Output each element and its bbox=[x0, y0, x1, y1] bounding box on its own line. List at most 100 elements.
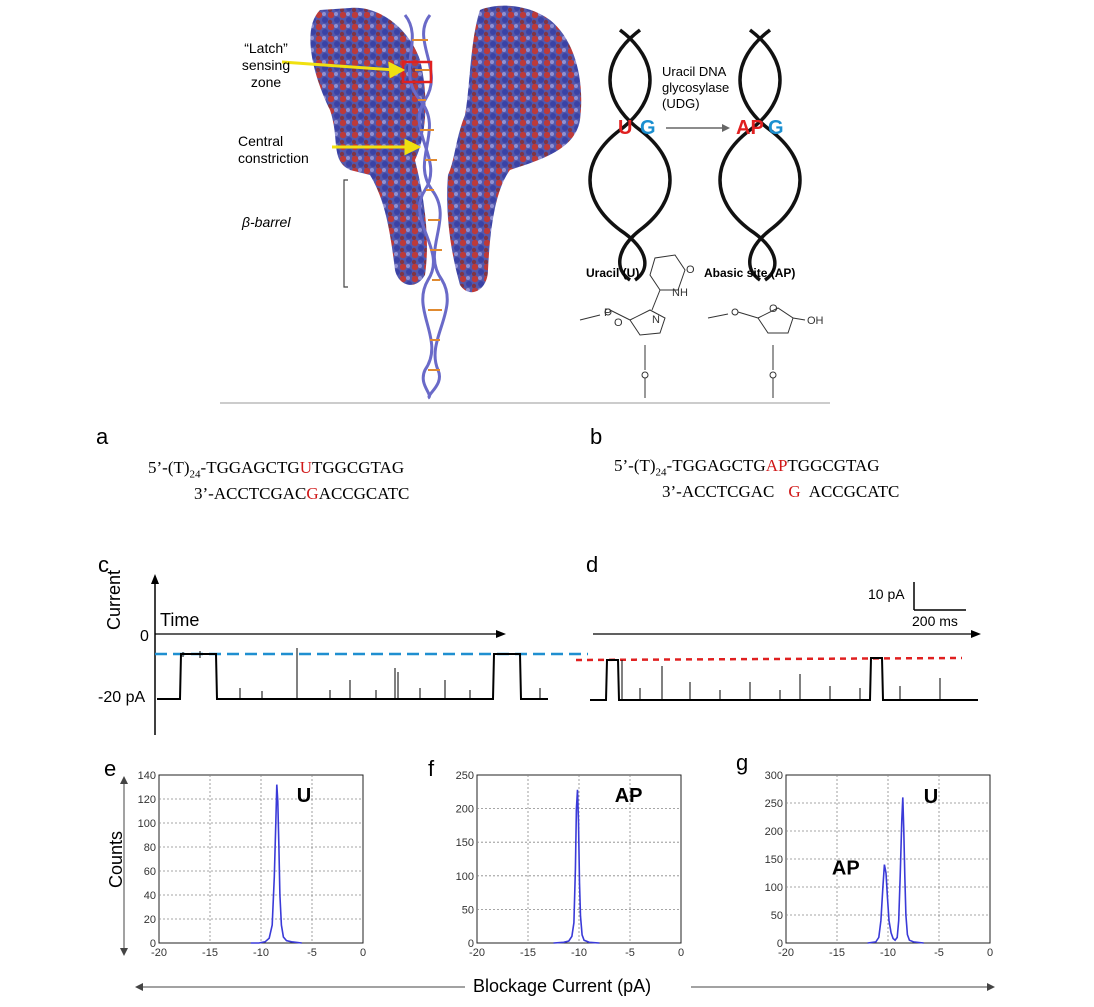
dna-rungs bbox=[412, 39, 442, 371]
y-tick-label: 50 bbox=[771, 910, 783, 922]
panel-letter-a: a bbox=[96, 424, 109, 449]
counts-label: Counts bbox=[106, 830, 126, 888]
trace-x-axis-label: Time bbox=[160, 610, 200, 630]
latch-arrow bbox=[281, 60, 406, 79]
hist-e: -20 -15 -10 -5 0 0 20 40 60 80 100 120 140 U bbox=[138, 770, 366, 959]
blockage-axis-arrow bbox=[135, 983, 995, 991]
trace-d-spikes bbox=[621, 660, 941, 700]
uracil-title: Uracil (U) bbox=[586, 266, 640, 280]
y-tick-label: 0 bbox=[777, 938, 783, 950]
chem-atom-o2: O bbox=[614, 317, 623, 329]
chem-atom-o1: O bbox=[686, 264, 695, 276]
x-tick-label: 0 bbox=[678, 947, 684, 959]
y-tick-label: 60 bbox=[144, 866, 156, 878]
chem-atom-n: N bbox=[652, 314, 660, 326]
chem-atom-oh: OH bbox=[807, 315, 824, 327]
right-helix bbox=[718, 28, 802, 282]
y-tick-label: 300 bbox=[765, 770, 783, 782]
panel-letter-c: c bbox=[98, 552, 109, 577]
peak-label-ap: AP bbox=[832, 858, 860, 880]
counts-axis-arrow bbox=[120, 776, 128, 956]
hist-g: -20 -15 -10 -5 0 0 50 100 150 200 250 300 AP U bbox=[765, 770, 993, 959]
panel-a-top-strand: 5’-(T)24-TGGAGCTGUTGGCGTAG bbox=[148, 458, 405, 481]
x-tick-label: -10 bbox=[571, 947, 587, 959]
x-tick-label: -15 bbox=[202, 947, 218, 959]
y-tick-label: 0 bbox=[150, 938, 156, 950]
x-tick-label: -20 bbox=[778, 947, 794, 959]
panel-letter-e: e bbox=[104, 756, 117, 781]
y-tick-label: 100 bbox=[138, 818, 156, 830]
y-tick-label: 250 bbox=[765, 798, 783, 810]
y-tick-label: 40 bbox=[144, 890, 156, 902]
y-tick-label: 150 bbox=[456, 837, 474, 849]
x-tick-label: -10 bbox=[880, 947, 896, 959]
panel-letter-d: d bbox=[586, 552, 599, 577]
panel-b-bottom-strand: 3’-ACCTCGAC G ACCGCATC bbox=[662, 482, 900, 501]
y-tick-label: 200 bbox=[765, 826, 783, 838]
peak-label-u: U bbox=[924, 786, 938, 808]
trace-y-axis-label: Current bbox=[104, 569, 124, 630]
x-tick-label: 0 bbox=[987, 947, 993, 959]
latch-label: “Latch” sensing zone bbox=[241, 40, 291, 90]
x-tick-label: -10 bbox=[253, 947, 269, 959]
chem-atom-p: P bbox=[604, 307, 611, 319]
chem-atom-nh: NH bbox=[672, 287, 688, 299]
left-helix bbox=[588, 28, 672, 282]
y-tick-label: 50 bbox=[462, 904, 474, 916]
barrel-bracket bbox=[343, 179, 348, 288]
series-line bbox=[867, 797, 924, 944]
trace-c-spikes bbox=[182, 648, 541, 699]
scale-time-label: 200 ms bbox=[912, 613, 958, 629]
x-tick-label: 0 bbox=[360, 947, 366, 959]
x-tick-label: -5 bbox=[625, 947, 635, 959]
minus20-tick-label: -20 pA bbox=[98, 689, 146, 706]
x-tick-label: -15 bbox=[829, 947, 845, 959]
trace-d bbox=[590, 657, 978, 701]
x-tick-label: -15 bbox=[520, 947, 536, 959]
y-tick-label: 200 bbox=[456, 804, 474, 816]
y-tick-label: 120 bbox=[138, 794, 156, 806]
scale-current-label: 10 pA bbox=[868, 586, 905, 602]
panel-letter-f: f bbox=[428, 756, 435, 781]
left-pair-base2: G bbox=[640, 117, 656, 139]
uracil-structure bbox=[579, 254, 806, 398]
y-tick-label: 100 bbox=[765, 882, 783, 894]
protein-structure-illustration: NH N O O O P OH bbox=[220, 5, 830, 404]
current-traces bbox=[151, 574, 981, 735]
y-tick-label: 0 bbox=[468, 938, 474, 950]
abasic-title: Abasic site (AP) bbox=[704, 266, 796, 280]
udg-label: Uracil DNA glycosylase (UDG) bbox=[662, 64, 730, 111]
zero-tick-label: 0 bbox=[140, 628, 149, 645]
series-line bbox=[553, 789, 600, 944]
blockage-current-label: Blockage Current (pA) bbox=[473, 976, 652, 996]
chem-atom-o3: O bbox=[769, 303, 778, 315]
y-tick-label: 140 bbox=[138, 770, 156, 782]
left-pair-base1: U bbox=[618, 117, 633, 139]
panel-a-bottom-strand: 3’-ACCTCGACGACCGCATC bbox=[194, 484, 410, 503]
panel-letter-g: g bbox=[736, 750, 749, 775]
peak-label: AP bbox=[615, 785, 643, 807]
y-tick-label: 80 bbox=[144, 842, 156, 854]
x-tick-label: -20 bbox=[151, 947, 167, 959]
x-tick-label: -5 bbox=[307, 947, 317, 959]
y-tick-label: 100 bbox=[456, 871, 474, 883]
constriction-label: Central constriction bbox=[238, 133, 309, 166]
x-tick-label: -20 bbox=[469, 947, 485, 959]
hist-f: -20 -15 -10 -5 0 0 50 100 150 200 250 AP bbox=[456, 770, 684, 959]
barrel-label: β-barrel bbox=[242, 214, 291, 230]
y-tick-label: 250 bbox=[456, 770, 474, 782]
constriction-arrow bbox=[332, 138, 422, 156]
right-pair-base1: AP bbox=[736, 117, 764, 139]
latch-box bbox=[401, 60, 433, 84]
y-tick-label: 20 bbox=[144, 914, 156, 926]
series-line bbox=[250, 784, 302, 944]
ap-level-line bbox=[575, 656, 963, 662]
peak-label: U bbox=[297, 785, 311, 807]
panel-b-top-strand: 5’-(T)24-TGGAGCTGAPTGGCGTAG bbox=[614, 456, 880, 479]
x-tick-label: -5 bbox=[934, 947, 944, 959]
right-pair-base2: G bbox=[768, 117, 784, 139]
panel-letter-b: b bbox=[590, 424, 603, 449]
top-figure: NH N O O O P OH “Latch” sensing zone Cen… bbox=[220, 0, 830, 404]
trace-c bbox=[157, 653, 548, 700]
y-tick-label: 150 bbox=[765, 854, 783, 866]
